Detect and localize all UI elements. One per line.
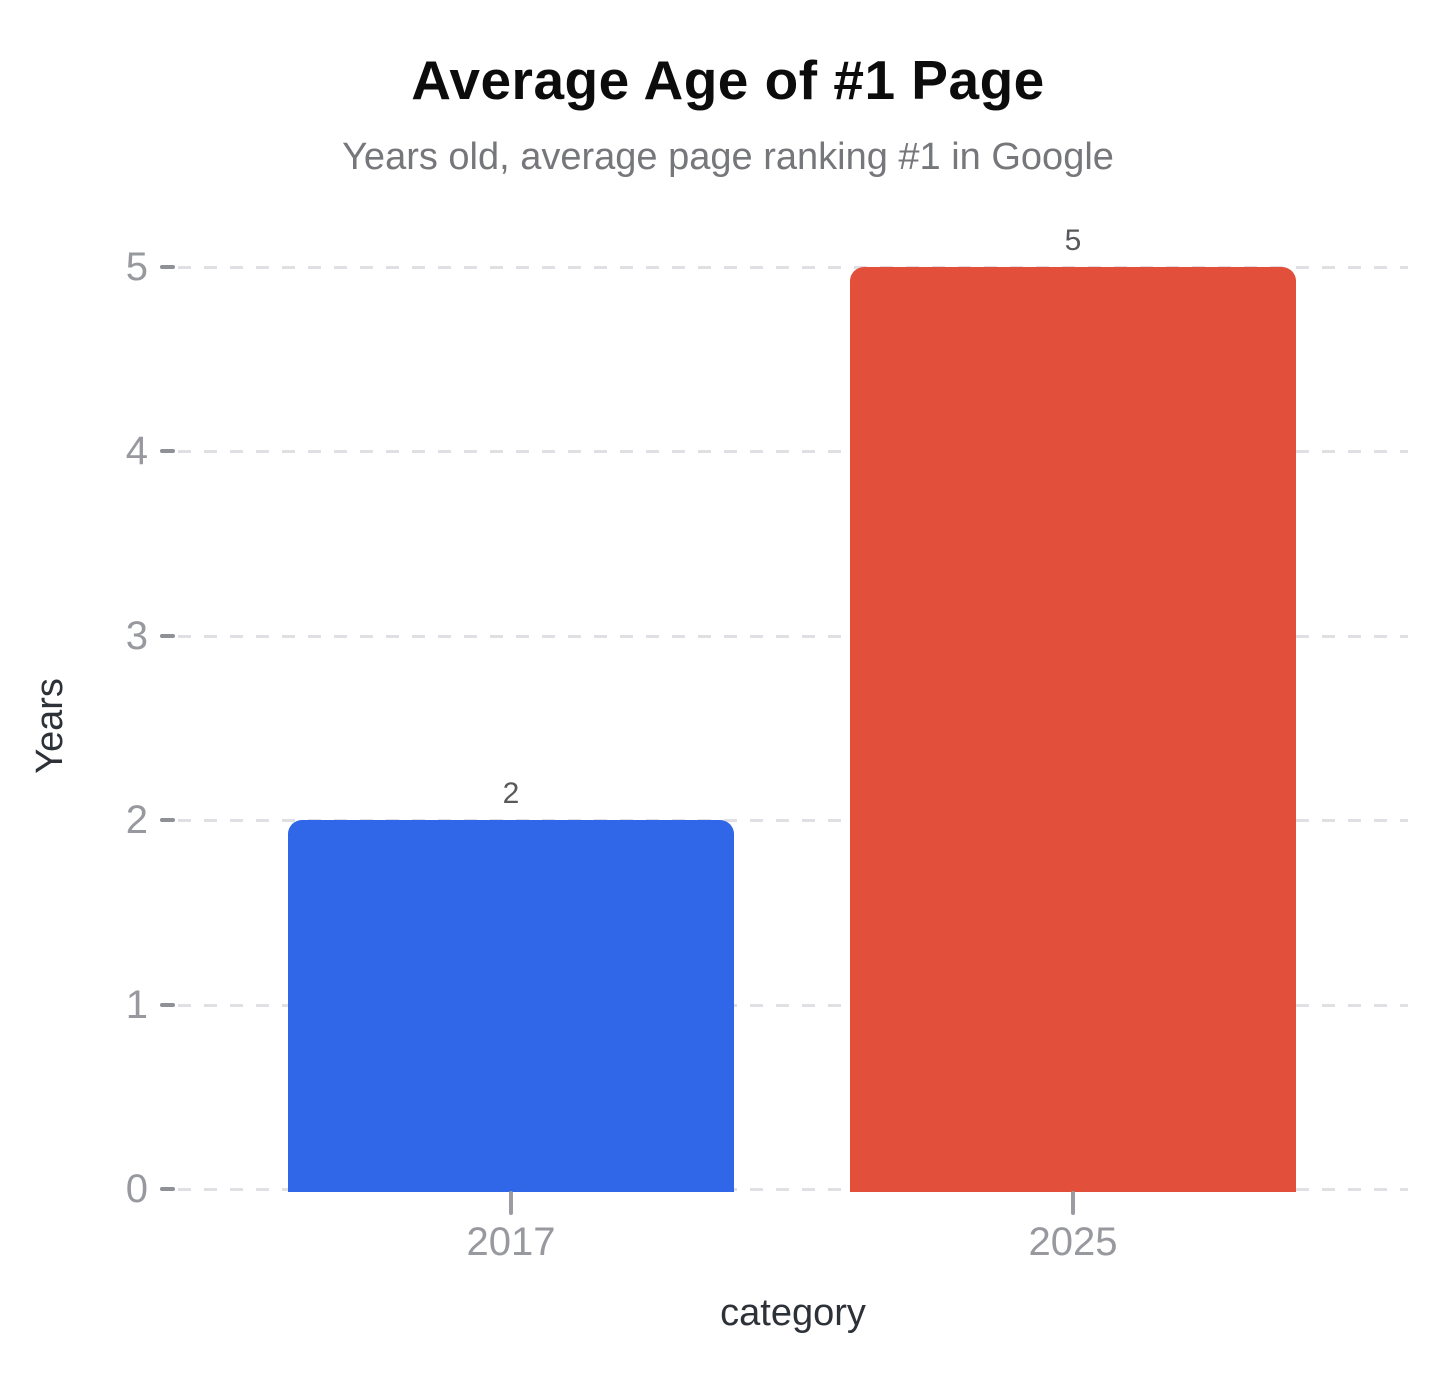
chart-subtitle: Years old, average page ranking #1 in Go… [342,136,1114,178]
bar-2017 [288,820,734,1192]
bar-value-label: 5 [1064,224,1082,257]
chart-title: Average Age of #1 Page [411,49,1045,111]
y-tick-label: 3 [125,613,148,658]
y-tick-label: 5 [125,245,148,289]
gridline [178,819,1408,823]
y-tick [160,1002,175,1007]
x-tick-label: 2017 [466,1220,556,1264]
gridline [178,1003,1408,1007]
gridline [178,1188,1408,1191]
y-tick-label: 4 [125,429,148,474]
x-tick [509,1191,513,1215]
y-tick [160,818,175,823]
x-tick-label: 2025 [1028,1220,1118,1264]
x-axis-title: category [720,1292,866,1334]
gridline [178,266,1408,269]
gridline [178,450,1408,454]
y-tick [160,1187,175,1191]
gridline [178,634,1408,638]
y-tick-label: 1 [125,982,148,1027]
y-tick [160,449,175,454]
y-tick-label: 2 [125,798,148,843]
y-tick-label: 0 [125,1167,148,1211]
bar-value-label: 2 [502,777,520,811]
y-tick [160,633,175,638]
y-tick [160,265,175,269]
x-tick [1071,1191,1075,1215]
bar-2025 [850,267,1296,1192]
